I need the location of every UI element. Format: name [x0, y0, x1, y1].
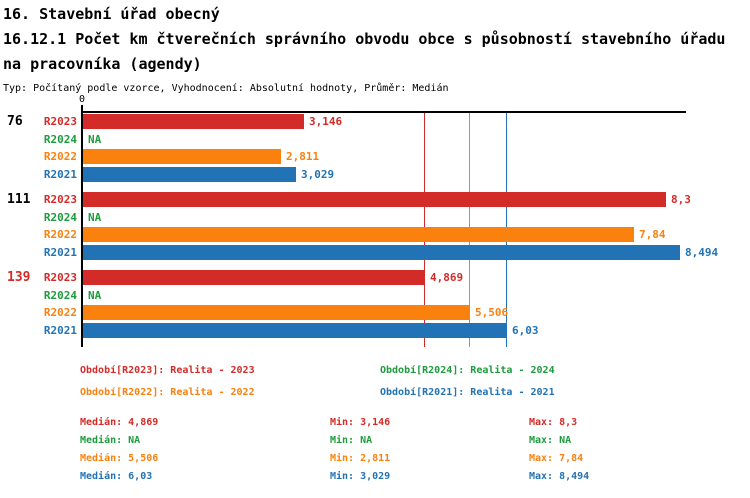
bar-R2021	[83, 245, 680, 260]
bar-value-label: 8,3	[671, 193, 691, 206]
stat-min: Min: NA	[330, 435, 373, 446]
series-label-R2024: R2024	[43, 289, 77, 302]
legend-item-R2024: Období[R2024]: Realita - 2024	[380, 365, 555, 376]
bar-R2021	[83, 323, 507, 338]
legend-item-R2021: Období[R2021]: Realita - 2021	[380, 387, 555, 398]
section-title: 16. Stavební úřad obecný	[3, 5, 220, 23]
series-label-R2021: R2021	[43, 324, 77, 337]
bar-R2021	[83, 167, 296, 182]
stat-min: Min: 3,146	[330, 417, 391, 428]
legend-item-R2022: Období[R2022]: Realita - 2022	[80, 387, 255, 398]
bar-R2022	[83, 227, 634, 242]
bar-value-label: 8,494	[685, 246, 719, 259]
stat-median: Medián: 4,869	[80, 417, 159, 428]
stat-median: Medián: 5,506	[80, 453, 159, 464]
series-label-R2022: R2022	[43, 306, 77, 319]
series-label-R2023: R2023	[43, 271, 77, 284]
bar-value-label: 6,03	[512, 324, 539, 337]
legend-item-R2023: Období[R2023]: Realita - 2023	[80, 365, 255, 376]
bar-value-label: 5,506	[475, 306, 509, 319]
series-label-R2024: R2024	[43, 211, 77, 224]
bar-R2023	[83, 270, 425, 285]
bar-R2022	[83, 149, 281, 164]
stat-min: Min: 3,029	[330, 471, 391, 482]
bar-R2023	[83, 192, 666, 207]
report-header: 16. Stavební úřad obecný 16.12.1 Počet k…	[3, 2, 741, 95]
bar-na-label: NA	[88, 211, 102, 224]
x-axis-line	[82, 111, 686, 113]
stat-max: Max: 8,494	[529, 471, 590, 482]
bar-value-label: 4,869	[430, 271, 464, 284]
stat-median: Medián: NA	[80, 435, 141, 446]
series-label-R2023: R2023	[43, 115, 77, 128]
bar-value-label: 2,811	[286, 150, 320, 163]
bar-na-label: NA	[88, 289, 102, 302]
stat-min: Min: 2,811	[330, 453, 391, 464]
stat-median: Medián: 6,03	[80, 471, 153, 482]
bar-na-label: NA	[88, 133, 102, 146]
series-label-R2021: R2021	[43, 168, 77, 181]
bar-value-label: 7,84	[639, 228, 666, 241]
group-label: 111	[7, 192, 31, 207]
y-axis-line	[81, 105, 83, 347]
stat-max: Max: NA	[529, 435, 572, 446]
group-label: 76	[7, 114, 23, 129]
stat-max: Max: 7,84	[529, 453, 584, 464]
series-label-R2023: R2023	[43, 193, 77, 206]
bar-R2023	[83, 114, 304, 129]
series-label-R2024: R2024	[43, 133, 77, 146]
series-label-R2022: R2022	[43, 150, 77, 163]
bar-R2022	[83, 305, 470, 320]
bar-value-label: 3,029	[301, 168, 335, 181]
bar-chart: 0 76 R2023 3,146 R2024 NA R2022 2,811 R2021 3,029…	[7, 94, 719, 347]
series-label-R2022: R2022	[43, 228, 77, 241]
indicator-title: 16.12.1 Počet km čtverečních správního o…	[3, 30, 735, 73]
axis-zero-label: 0	[78, 94, 86, 105]
stat-max: Max: 8,3	[529, 417, 578, 428]
bar-value-label: 3,146	[309, 115, 343, 128]
series-label-R2021: R2021	[43, 246, 77, 259]
group-label: 139	[7, 270, 31, 285]
chart-meta-line: Typ: Počítaný podle vzorce, Vyhodnocení:…	[3, 83, 449, 94]
